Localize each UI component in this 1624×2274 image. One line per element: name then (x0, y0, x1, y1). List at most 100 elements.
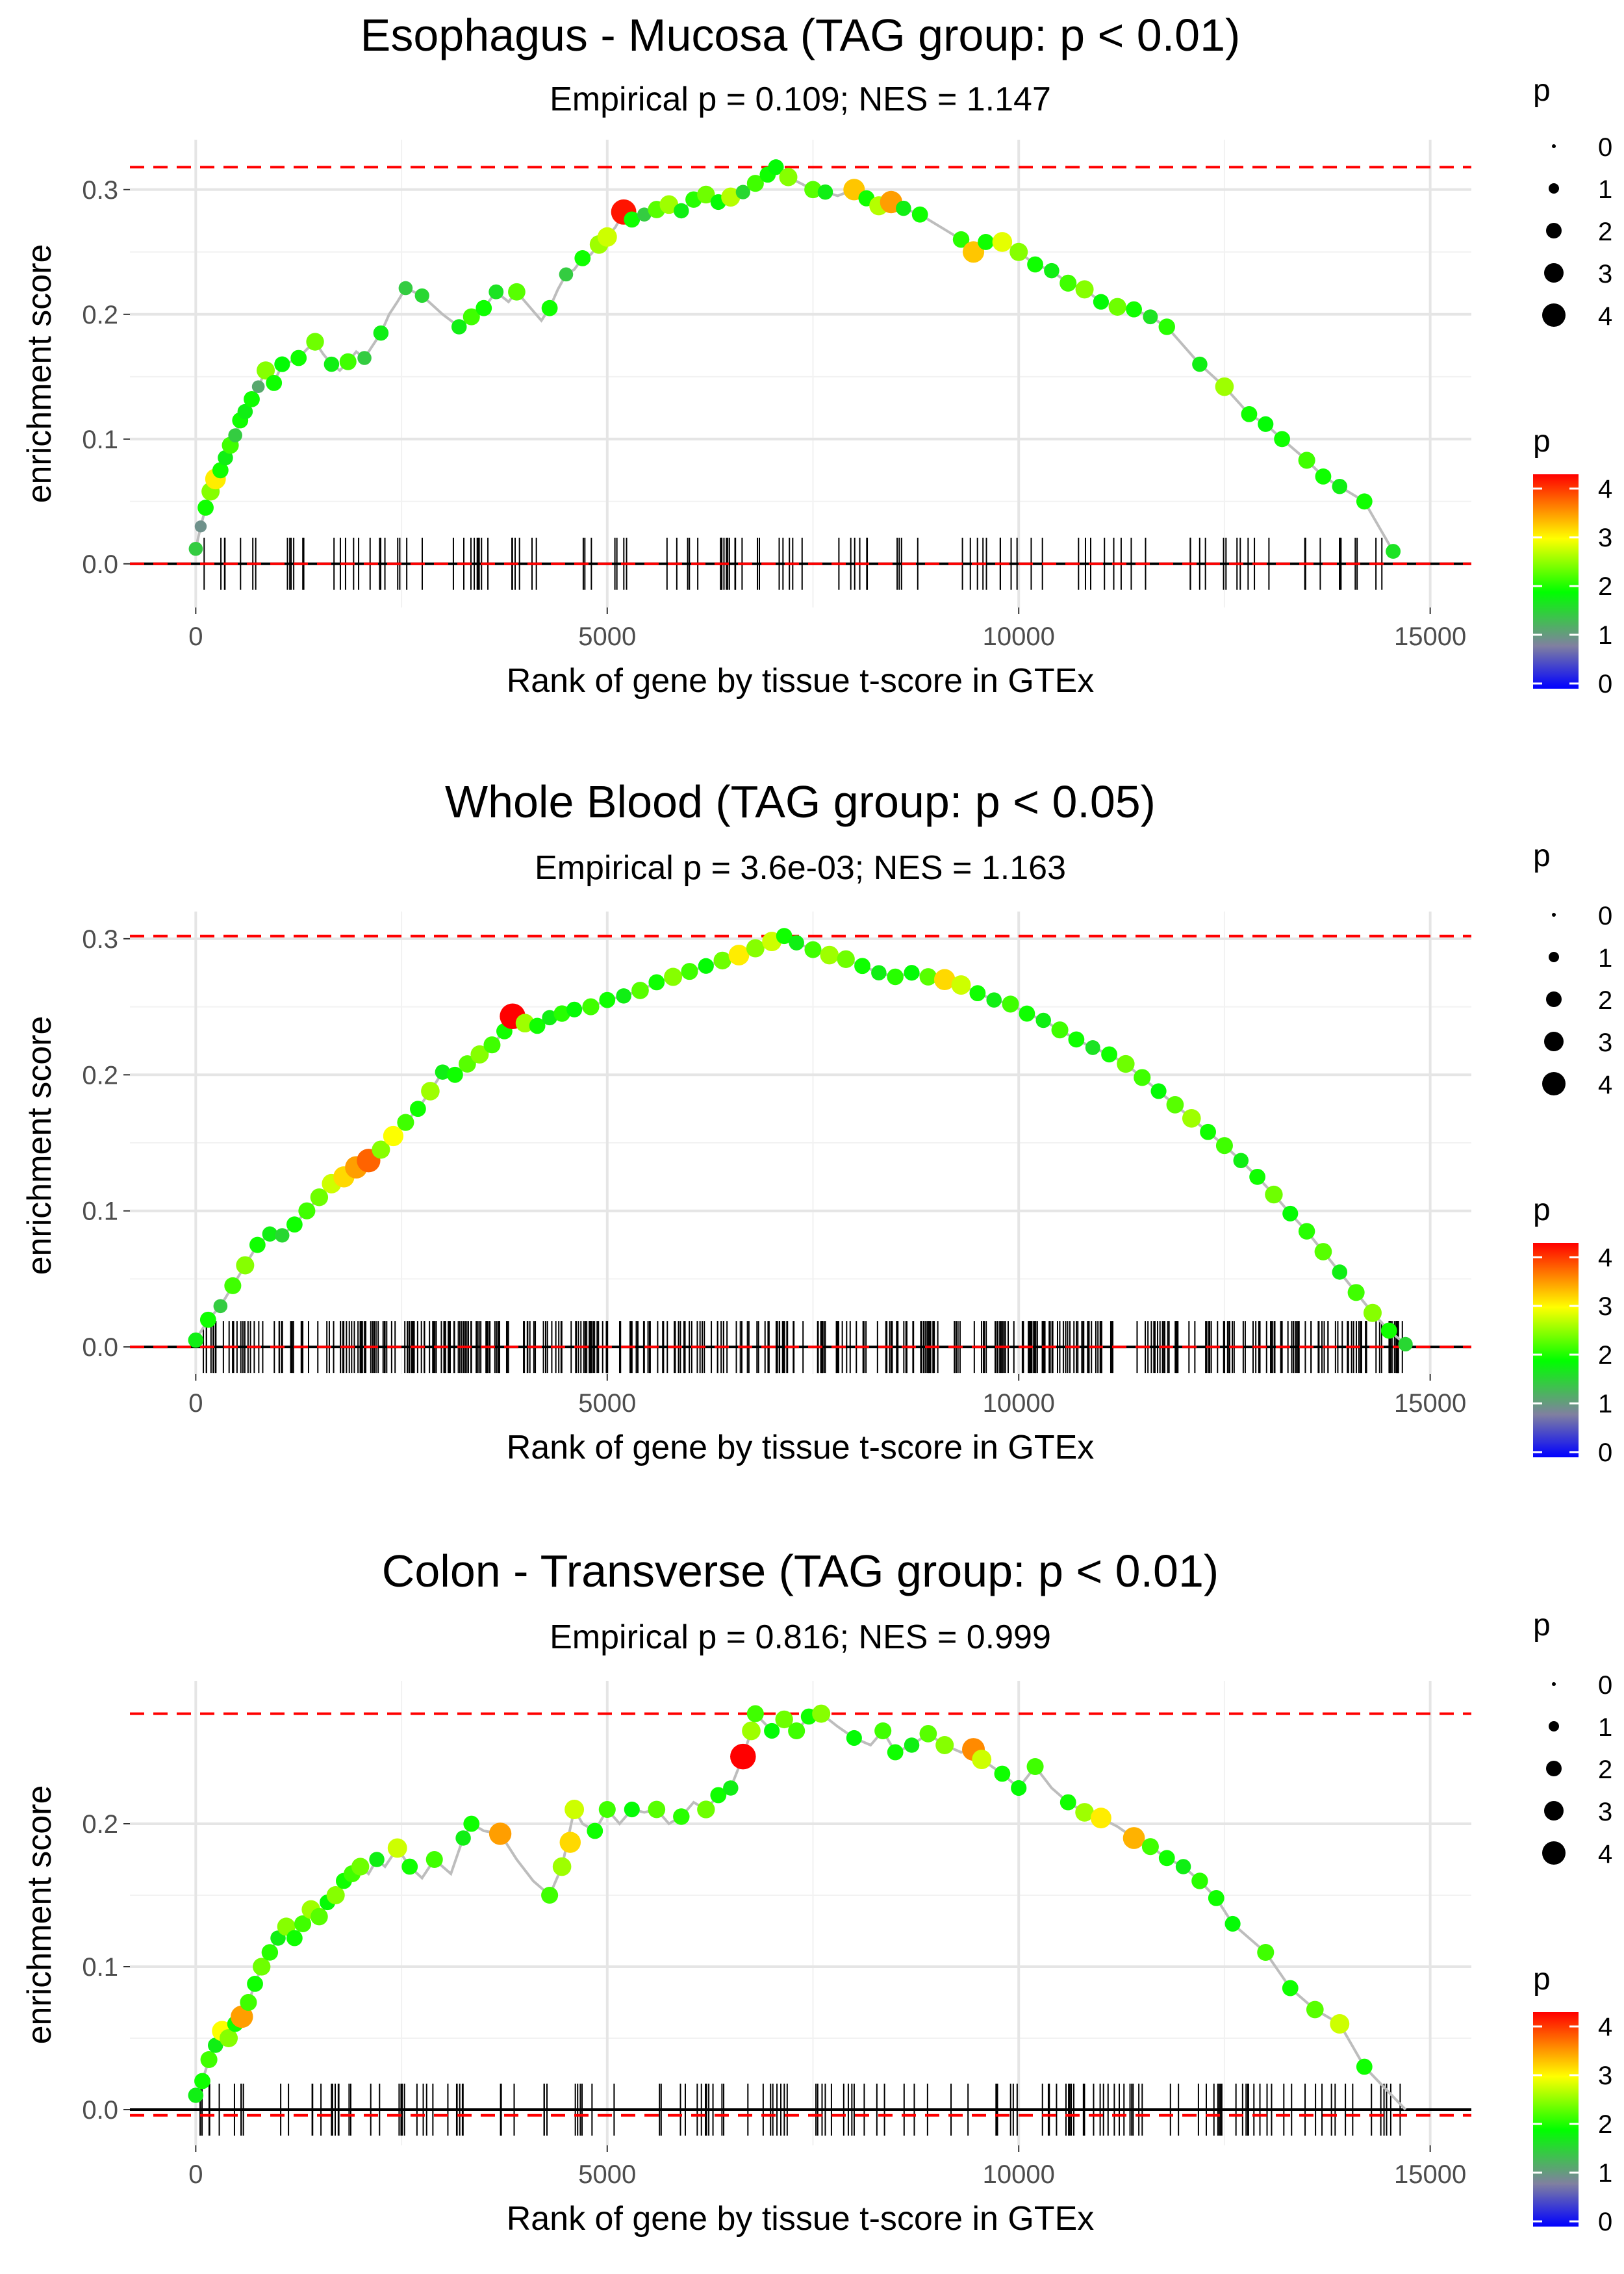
legend-colorbar (1533, 1243, 1579, 1457)
es-marker (919, 968, 937, 986)
legend-color-label-3: 3 (1598, 1292, 1612, 1321)
es-marker (218, 450, 233, 466)
es-marker (249, 1236, 266, 1253)
es-marker (874, 1722, 892, 1740)
es-marker (290, 350, 307, 366)
legend-color-title: p (1533, 1193, 1551, 1227)
legend-size-dot-3 (1544, 1032, 1564, 1051)
es-marker (728, 945, 750, 965)
legend-color-label-1: 1 (1598, 2159, 1612, 2188)
plot-background (130, 1681, 1471, 2145)
es-marker (244, 390, 260, 407)
es-marker (197, 500, 214, 516)
es-marker (397, 1114, 414, 1131)
es-marker (508, 283, 526, 301)
es-marker (582, 998, 600, 1016)
x-tick-label: 15000 (1394, 1389, 1466, 1418)
legend-size-label-3: 3 (1598, 1798, 1612, 1826)
legend-color: p 0 1 2 3 4 (1533, 1193, 1612, 1467)
es-marker (789, 935, 804, 951)
legend-size-dot-3 (1544, 1801, 1564, 1820)
es-marker (311, 1908, 328, 1926)
y-axis-title: enrichment score (21, 1785, 58, 2045)
es-marker (764, 1722, 780, 1739)
es-marker (1347, 1284, 1365, 1301)
es-marker (553, 1005, 570, 1022)
legend-color-title: p (1533, 1962, 1551, 1997)
es-marker (369, 1852, 385, 1867)
legend-size-label-0: 0 (1598, 902, 1612, 930)
legend-colorbar-ticks (1533, 487, 1579, 685)
es-marker (559, 267, 574, 282)
es-marker (231, 2005, 253, 2028)
legend-size-dot-4 (1542, 1072, 1566, 1095)
plot-area: 0 5000 10000 15000 0.0 0.1 0.2 (82, 1681, 1471, 2189)
es-marker (887, 968, 904, 986)
legend-size-label-2: 2 (1598, 218, 1612, 246)
y-tick-label: 0.1 (82, 426, 118, 454)
es-marker (559, 1832, 581, 1853)
es-marker (648, 1800, 666, 1819)
es-marker (541, 1886, 559, 1904)
legend-size-dot-4 (1542, 303, 1566, 327)
es-marker (598, 1800, 616, 1819)
es-marker (459, 1055, 476, 1073)
es-marker (871, 965, 887, 980)
es-marker (410, 1101, 426, 1118)
es-marker (1011, 1780, 1027, 1796)
es-marker (972, 1750, 992, 1769)
es-marker (994, 1765, 1011, 1782)
x-tick-label: 10000 (983, 2160, 1055, 2189)
es-marker (566, 1001, 583, 1017)
es-marker (1044, 262, 1059, 279)
es-marker (1332, 479, 1348, 494)
es-marker (463, 308, 480, 326)
es-marker (1093, 294, 1109, 310)
legend-colorbar (1533, 2012, 1579, 2227)
es-marker (735, 185, 750, 199)
es-marker (951, 975, 971, 995)
es-marker (266, 375, 283, 391)
es-marker (306, 333, 324, 351)
es-marker (1166, 1096, 1184, 1114)
es-marker (552, 1857, 572, 1876)
legend-size: p 0 1 2 3 4 (1533, 73, 1612, 331)
es-marker (1249, 1168, 1266, 1185)
es-marker (200, 2050, 218, 2069)
y-tick-label: 0.0 (82, 2096, 118, 2125)
legend-size-label-2: 2 (1598, 1756, 1612, 1784)
es-marker (817, 184, 833, 200)
legend-color-label-4: 4 (1598, 475, 1612, 504)
es-marker (455, 1830, 471, 1846)
x-axis-title: Rank of gene by tissue t-score in GTEx (507, 2200, 1095, 2238)
es-marker (275, 1228, 290, 1243)
y-tick-label: 0.2 (82, 301, 118, 329)
x-axis-title: Rank of gene by tissue t-score in GTEx (507, 662, 1095, 700)
es-marker (483, 1036, 501, 1054)
es-marker (447, 1066, 463, 1083)
es-marker (887, 1744, 904, 1761)
panel-esophagus-mucosa: Esophagus - Mucosa (TAG group: p < 0.01)… (21, 10, 1612, 700)
es-marker (674, 203, 689, 219)
legend-size-label-4: 4 (1598, 1840, 1612, 1869)
legend-size-title: p (1533, 1608, 1551, 1642)
x-tick-label: 10000 (983, 1389, 1055, 1418)
es-marker (529, 1017, 546, 1034)
es-marker (1298, 452, 1315, 469)
es-marker (188, 2088, 204, 2103)
es-marker (1398, 1336, 1413, 1352)
y-tick-label: 0.3 (82, 925, 118, 954)
es-marker (986, 992, 1002, 1008)
es-marker (710, 1787, 727, 1804)
legend-color-label-4: 4 (1598, 1244, 1612, 1272)
es-marker (1332, 1264, 1348, 1280)
es-marker (213, 1299, 228, 1314)
legend-color-label-2: 2 (1598, 572, 1612, 601)
es-marker (681, 963, 698, 980)
es-marker (247, 1976, 263, 1992)
es-marker (1150, 1083, 1167, 1099)
es-marker (1090, 1808, 1111, 1829)
es-marker (804, 181, 822, 199)
es-marker (435, 1064, 451, 1080)
es-marker (286, 1930, 303, 1947)
